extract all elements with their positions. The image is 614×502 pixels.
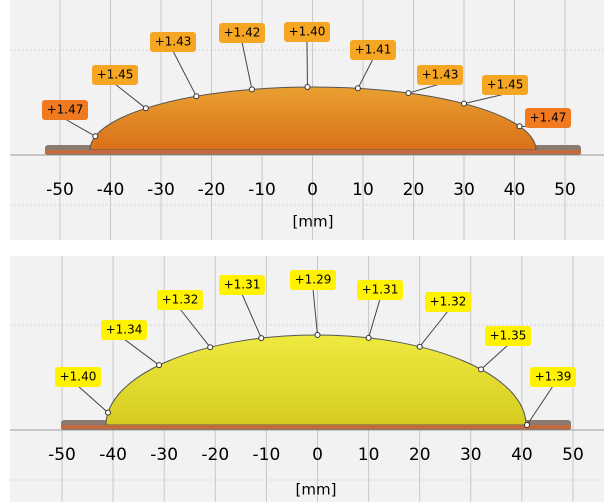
- measure-point: [305, 85, 310, 90]
- annotation-label: +1.35: [490, 329, 527, 343]
- x-tick-label: -10: [253, 445, 281, 465]
- annotation-label: +1.39: [535, 370, 572, 384]
- x-axis-label: [mm]: [293, 213, 334, 231]
- measure-point: [315, 333, 320, 338]
- annotation-label: +1.31: [362, 283, 399, 297]
- x-tick-label: 30: [453, 180, 475, 200]
- annotation-label: +1.45: [97, 68, 134, 82]
- x-tick-label: 10: [352, 180, 374, 200]
- measure-point: [249, 87, 254, 92]
- plate-edge: [45, 150, 581, 154]
- x-tick-label: 0: [312, 445, 323, 465]
- x-tick-label: 20: [403, 180, 425, 200]
- measure-point: [517, 124, 522, 129]
- x-tick-label: 50: [562, 445, 584, 465]
- measure-point: [366, 335, 371, 340]
- measure-point: [143, 106, 148, 111]
- measure-point: [93, 134, 98, 139]
- measure-point: [105, 410, 110, 415]
- x-tick-label: -40: [97, 180, 125, 200]
- x-tick-label: -40: [99, 445, 127, 465]
- x-tick-label: 40: [504, 180, 526, 200]
- annotation-label: +1.43: [422, 68, 459, 82]
- measure-point: [525, 423, 530, 428]
- measure-point: [417, 344, 422, 349]
- x-tick-label: 10: [358, 445, 380, 465]
- annotation-label: +1.29: [295, 273, 332, 287]
- measure-point: [462, 101, 467, 106]
- x-tick-label: -50: [46, 180, 74, 200]
- measure-point: [406, 91, 411, 96]
- x-tick-label: -30: [150, 445, 178, 465]
- annotation-label: +1.40: [289, 25, 326, 39]
- x-tick-label: -20: [198, 180, 226, 200]
- measure-point: [479, 367, 484, 372]
- measure-point: [208, 345, 213, 350]
- x-tick-label: -20: [201, 445, 229, 465]
- annotation-label: +1.34: [106, 323, 143, 337]
- plate-edge: [61, 425, 571, 429]
- x-tick-label: 50: [554, 180, 576, 200]
- x-tick-label: -50: [48, 445, 76, 465]
- x-axis-label: [mm]: [296, 481, 337, 499]
- annotation-label: +1.31: [224, 278, 261, 292]
- annotation-label: +1.45: [487, 78, 524, 92]
- measure-point: [259, 336, 264, 341]
- annotation-label: +1.43: [155, 35, 192, 49]
- x-tick-label: -30: [147, 180, 175, 200]
- annotation-label: +1.41: [355, 43, 392, 57]
- x-tick-label: 0: [307, 180, 318, 200]
- annotation-label: +1.32: [430, 295, 467, 309]
- annotation-label: +1.47: [47, 103, 84, 117]
- x-tick-label: -10: [248, 180, 276, 200]
- x-tick-label: 40: [511, 445, 533, 465]
- annotation-label: +1.42: [224, 26, 261, 40]
- measure-point: [194, 94, 199, 99]
- x-tick-label: 30: [460, 445, 482, 465]
- x-tick-label: 20: [409, 445, 431, 465]
- measure-point: [355, 86, 360, 91]
- annotation-label: +1.47: [530, 111, 567, 125]
- annotation-label: +1.40: [60, 370, 97, 384]
- figure: -50 -40 -30 -20 -10 0 10 20 30 40 50 [mm] +1.47 +1.45…: [0, 0, 614, 502]
- annotation-label: +1.32: [162, 293, 199, 307]
- measure-point: [157, 363, 162, 368]
